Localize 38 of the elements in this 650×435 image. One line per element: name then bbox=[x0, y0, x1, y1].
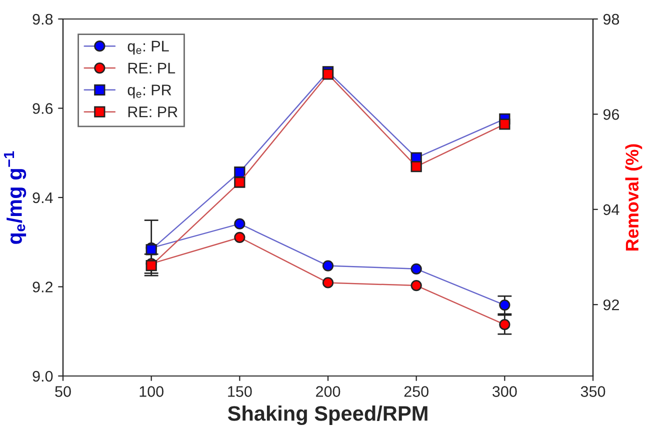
x-tick-label: 250 bbox=[404, 386, 428, 397]
point bbox=[146, 244, 157, 256]
point bbox=[499, 319, 510, 330]
y2-tick-label: 94 bbox=[603, 204, 620, 216]
point bbox=[234, 166, 246, 178]
x-tick-label: 300 bbox=[492, 386, 517, 397]
y-tick-label: 9.4 bbox=[32, 192, 53, 204]
point bbox=[410, 263, 422, 274]
point bbox=[499, 118, 510, 130]
point bbox=[322, 68, 334, 80]
point bbox=[234, 176, 246, 188]
y2-tick-label: 98 bbox=[603, 14, 620, 25]
y-axis-title: q$_{e}$/mg g$^{−1}$ bbox=[4, 151, 26, 244]
point bbox=[322, 260, 334, 272]
point bbox=[234, 232, 246, 244]
y-tick-label: 9.8 bbox=[32, 14, 53, 25]
legend-label: RE: PR bbox=[128, 106, 178, 118]
x-axis-title: Shaking Speed/RPM bbox=[228, 406, 428, 426]
legend-label: q$_{e}$: PR bbox=[128, 84, 172, 98]
point bbox=[146, 260, 157, 272]
point bbox=[499, 299, 510, 311]
y-tick-label: 9.0 bbox=[32, 370, 53, 382]
y-tick-label: 9.2 bbox=[32, 282, 53, 292]
x-tick-label: 150 bbox=[228, 386, 252, 397]
x-tick-label: 200 bbox=[316, 386, 340, 397]
point bbox=[410, 161, 422, 172]
point bbox=[234, 218, 246, 230]
y2-tick-label: 92 bbox=[603, 299, 619, 310]
x-tick-label: 50 bbox=[55, 386, 71, 397]
y2-tick-label: 96 bbox=[603, 109, 620, 120]
legend-label: q$_{e}$: PL bbox=[128, 40, 169, 55]
x-tick-label: 350 bbox=[580, 386, 606, 397]
y-tick-label: 9.6 bbox=[32, 103, 53, 114]
legend-label: RE: PL bbox=[128, 62, 176, 74]
point bbox=[410, 280, 422, 292]
x-tick-label: 100 bbox=[140, 386, 164, 397]
point bbox=[322, 277, 334, 288]
y2-axis-title: Removal (%) bbox=[625, 144, 642, 250]
